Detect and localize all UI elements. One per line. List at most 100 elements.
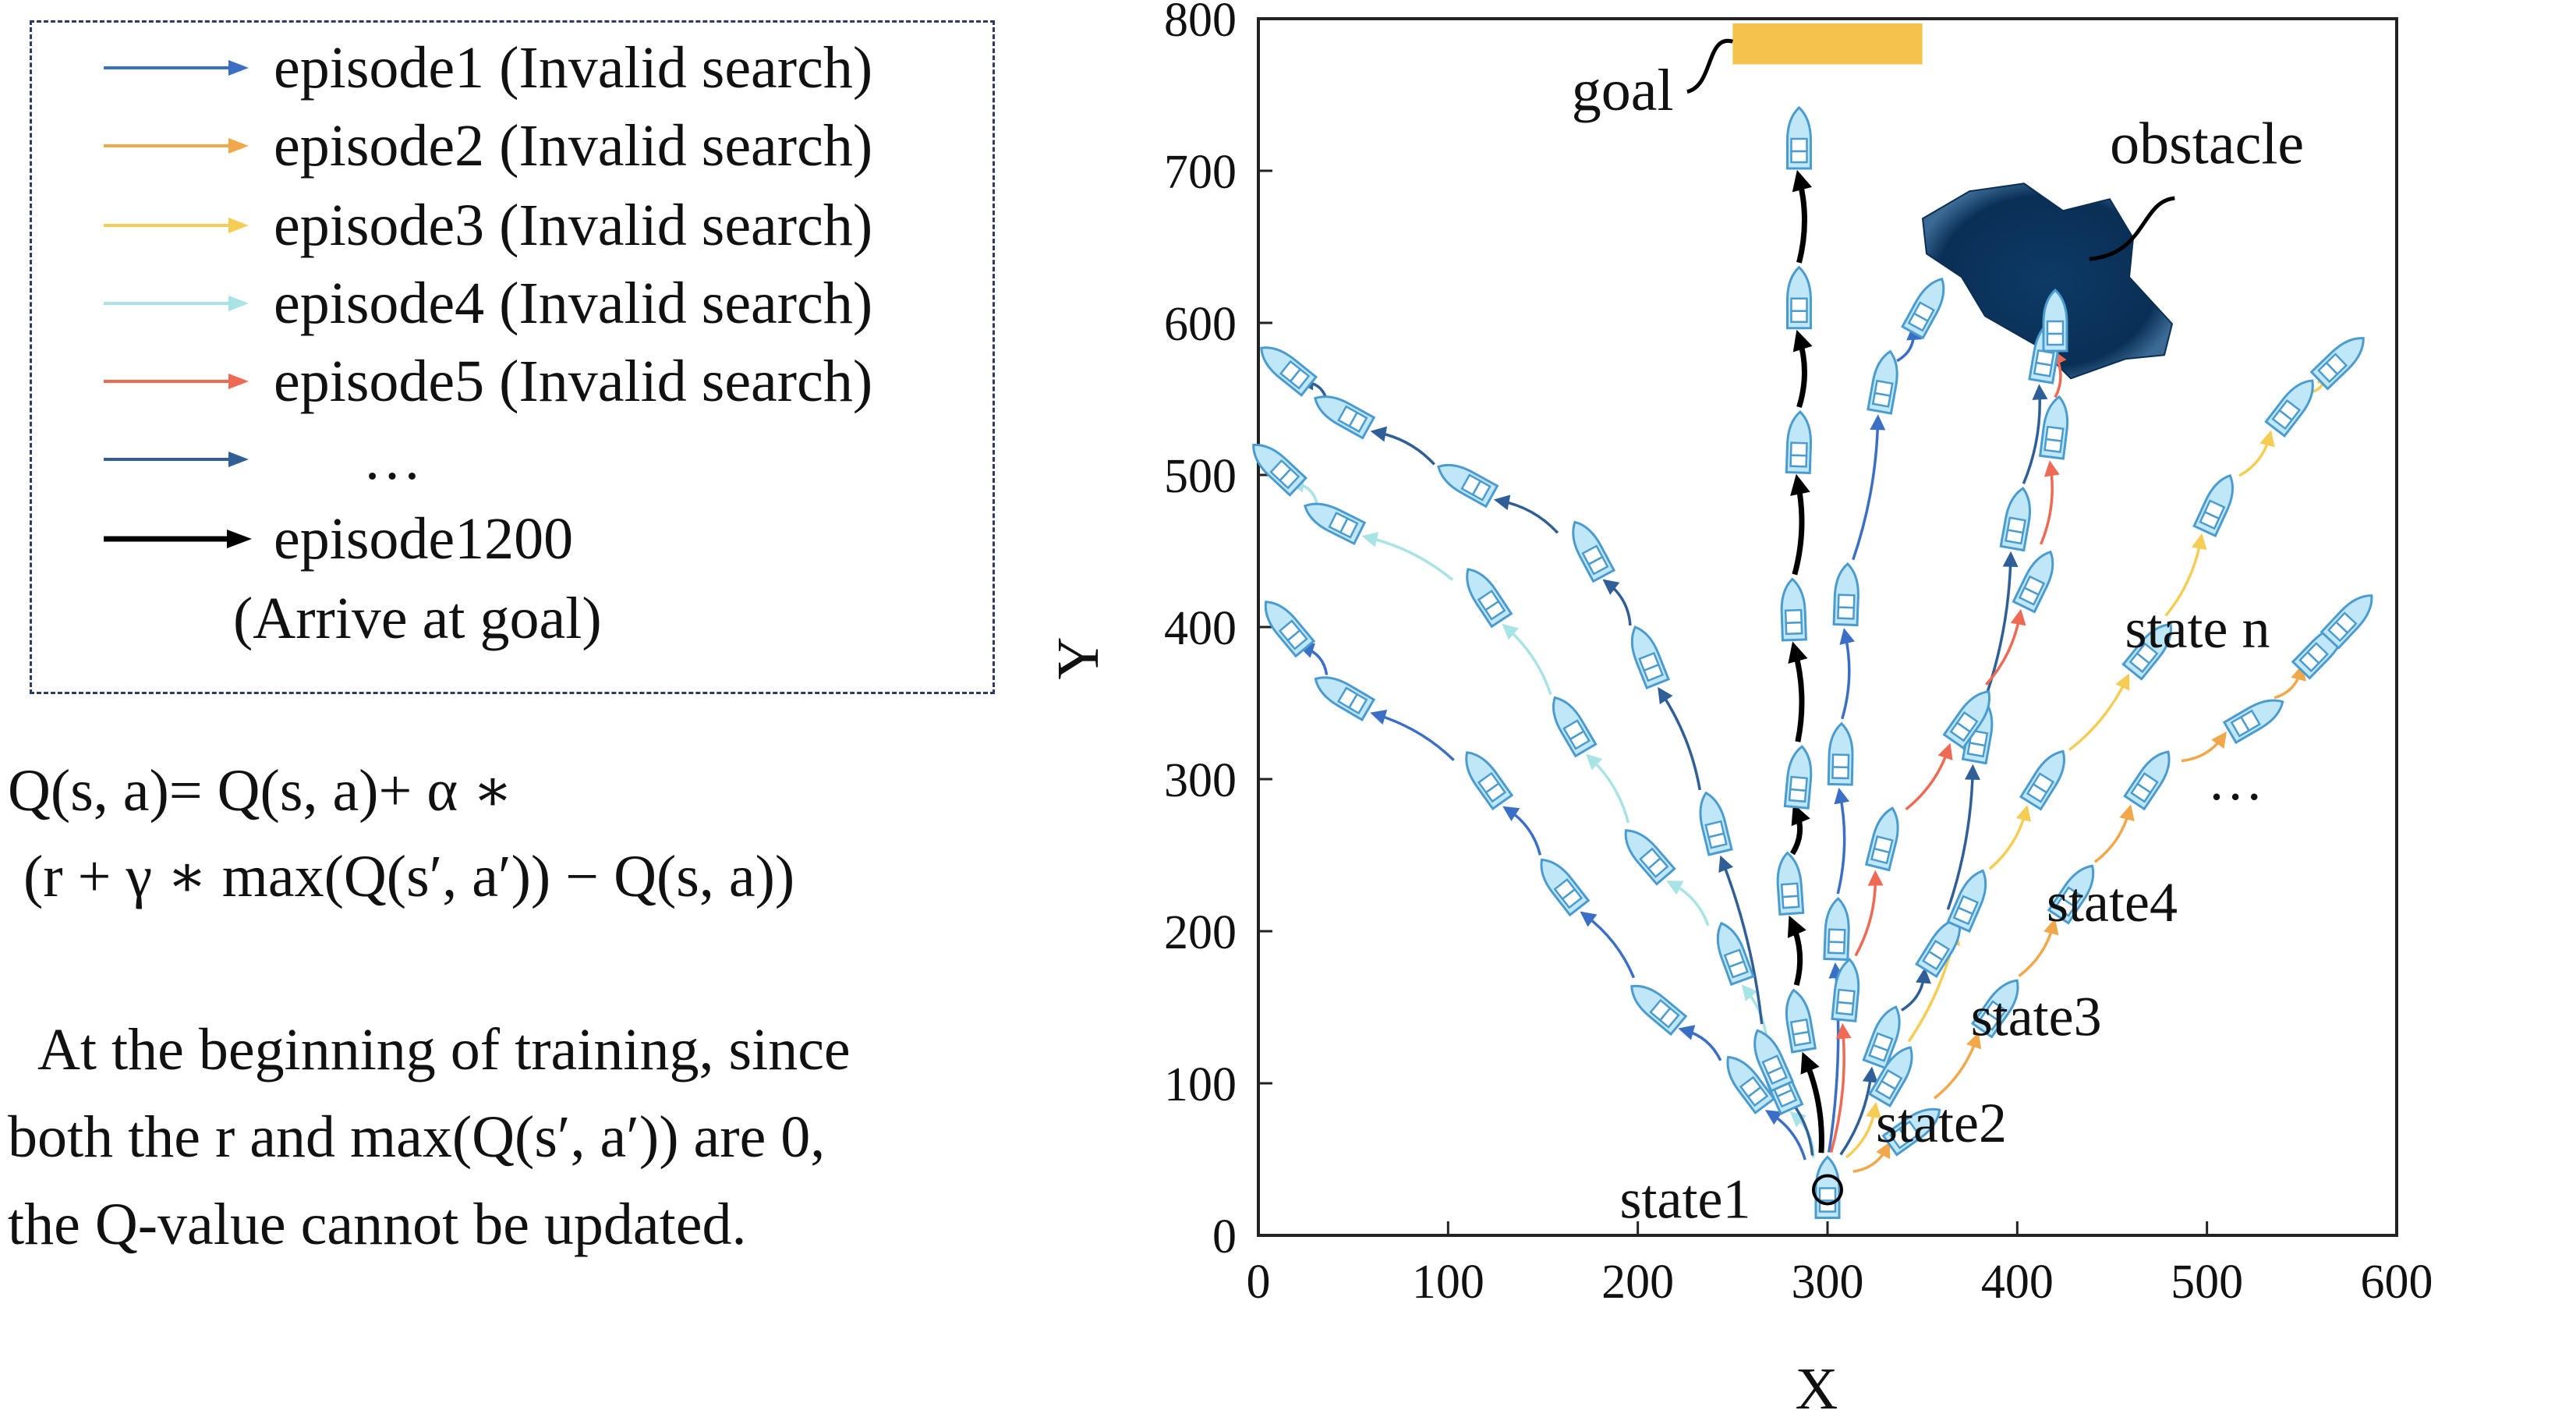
arrow-head [1361,532,1379,547]
arrow-head [1502,806,1520,822]
legend-item: episode2 (Invalid search) [73,108,985,183]
boat-icon [1456,744,1513,810]
arrow-head [1800,1051,1820,1075]
goal-pointer [1686,38,1734,94]
explanation-line3: the Q-value cannot be updated. [8,1192,747,1257]
trajectory-arrow [1854,876,1877,957]
arrow-head [1370,709,1388,725]
arrow-head [1678,1025,1696,1040]
obstacle-label: obstacle [2110,111,2304,176]
trajectory-arrow [1660,691,1702,791]
trajectory-arrow [1984,557,2012,697]
state-label: state4 [2047,871,2178,934]
arrow-head [2032,384,2048,400]
trajectory-arrow [1583,913,1636,979]
trajectory-arrow [2022,390,2041,484]
y-tick-label: 400 [1164,602,1237,655]
arrow-head [1658,686,1673,705]
y-tick-label: 300 [1164,754,1237,807]
boat-icon [1709,918,1755,986]
boat-icon [2123,744,2179,810]
arrow-head [1870,414,1886,431]
trajectory-arrow [1905,748,1950,811]
trajectory-arrow [1836,793,1846,895]
arrow-head [1789,1111,1807,1128]
arrow-head [1937,742,1953,760]
arrow-head [2119,804,2135,822]
arrow-head [1502,623,1520,640]
legend-arrow-icon [104,60,249,76]
y-tick-label: 100 [1164,1058,1237,1111]
trajectory-arrow [2068,678,2128,752]
arrow-head [1839,628,1855,645]
legend-item: … [73,422,985,497]
arrow-head [1585,753,1603,771]
legend-item: episode1 (Invalid search) [73,30,985,105]
arrow-head [2010,608,2026,626]
arrow-head [1966,1032,1982,1050]
arrow-head [1788,641,1808,664]
x-tick-label: 300 [1792,1256,1864,1309]
y-tick-label: 500 [1164,450,1237,503]
legend-arrow-icon [104,138,249,154]
legend-sublabel: (Arrive at goal) [233,586,602,651]
arrow-head [1580,911,1598,927]
arrow-head [1791,803,1810,827]
y-tick-label: 600 [1164,298,1237,351]
boat-icon [2019,743,2075,810]
boat-icon [1298,494,1366,545]
y-tick-label: 200 [1164,906,1237,959]
arrow-head [2211,731,2227,749]
obstacle-shape [1922,182,2173,380]
boat-icon [1255,593,1315,657]
arrow-head [1718,855,1733,873]
explanation-line1: At the beginning of training, since [37,1017,851,1083]
trajectory-arrow [1499,499,1559,534]
boat-icon [1563,515,1615,583]
x-tick-label: 100 [1412,1256,1484,1309]
arrow-head [2002,551,2019,567]
arrow-head [1835,1022,1852,1040]
boat-icon [1252,338,1318,397]
boat-icon [1774,851,1805,916]
y-tick-label: 700 [1164,146,1237,199]
boat-icon [2223,690,2290,744]
state-label: … [2207,749,2263,812]
arrow-head [1792,329,1813,353]
obstacle-pointer [2089,196,2175,261]
y-tick-label: 800 [1164,0,1237,47]
boat-icon [1244,435,1307,497]
arrow-head [1787,915,1806,938]
legend-item: episode1200 [73,501,985,576]
arrow-head [1666,881,1684,895]
boat-icon [1999,485,2036,552]
x-tick-label: 400 [1981,1256,2054,1309]
trajectory-arrow [1589,757,1630,824]
boat-icon [1531,851,1590,916]
boat-icon [1786,266,1812,330]
legend-arrow-icon [104,218,249,233]
boat-icon [2310,328,2373,391]
boat-icon [1814,1156,1841,1219]
trajectory-arrow [1375,713,1455,761]
arrow-head [1493,494,1511,511]
arrow-head [1602,579,1620,595]
trajectory-arrow [1376,431,1435,466]
trajectory-arrow [1946,770,1974,910]
legend-arrow-icon [104,530,252,548]
arrow-head [1764,1110,1783,1125]
boat-icon [1865,804,1905,872]
legend-arrow-icon [104,296,249,311]
x-tick-label: 200 [1601,1256,1674,1309]
legend-item: episode3 (Invalid search) [73,188,985,263]
boat-icon [1622,621,1670,689]
legend-item: episode5 (Invalid search) [73,344,985,419]
legend-label: episode1 (Invalid search) [274,35,873,101]
trajectory-arrow [1792,648,1805,742]
arrow-head [2115,673,2130,691]
trajectory-arrow [1839,1072,1873,1156]
x-tick-label: 500 [2171,1256,2243,1309]
trajectory-arrow [1829,1029,1845,1153]
y-tick-label: 0 [1212,1210,1237,1263]
legend-label: episode2 (Invalid search) [274,113,873,179]
